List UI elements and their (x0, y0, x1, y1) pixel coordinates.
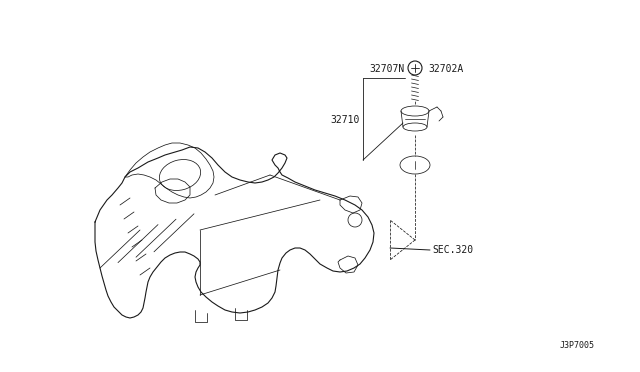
Text: 32707N: 32707N (370, 64, 405, 74)
Text: 32710: 32710 (331, 115, 360, 125)
Text: J3P7005: J3P7005 (560, 340, 595, 350)
Text: 32702A: 32702A (428, 64, 463, 74)
Text: SEC.320: SEC.320 (432, 245, 473, 255)
